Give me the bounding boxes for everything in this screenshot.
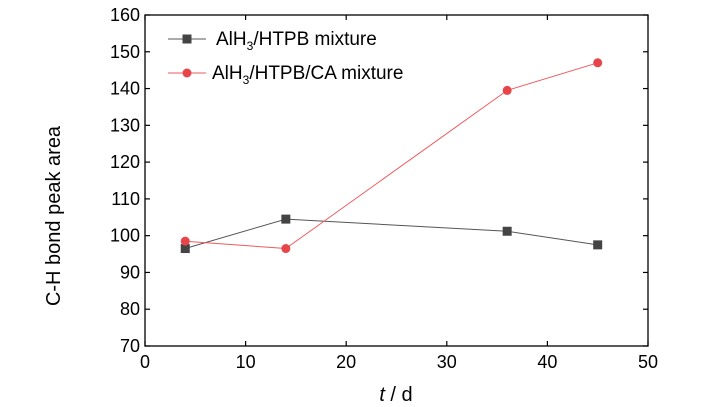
legend: AlH3/HTPB mixture AlH3/HTPB/CA mixture (168, 29, 403, 87)
y-tick-label: 140 (110, 79, 140, 99)
y-tick-label: 160 (110, 5, 140, 25)
x-tick-label: 50 (638, 352, 658, 372)
data-point-series-2 (180, 236, 190, 246)
y-tick-label: 120 (110, 152, 140, 172)
data-point-series-1 (593, 240, 603, 250)
data-point-series-1 (180, 244, 190, 254)
series-markers (180, 58, 603, 254)
data-point-series-1 (502, 226, 512, 236)
y-tick-label: 130 (110, 115, 140, 135)
plot-frame (144, 14, 649, 347)
x-tick-label: 10 (236, 352, 256, 372)
data-point-series-2 (281, 244, 291, 254)
legend-label-2: AlH3/HTPB/CA mixture (212, 63, 403, 87)
legend-marker-2 (182, 68, 192, 78)
y-tick-label: 70 (120, 336, 140, 356)
y-tick-label: 150 (110, 42, 140, 62)
plot-frame-rect (144, 14, 649, 347)
y-tick-label: 110 (111, 189, 140, 209)
y-tick-label: 80 (120, 299, 140, 319)
x-tick-label: 0 (140, 352, 150, 372)
x-tick-label: 40 (537, 352, 557, 372)
data-point-series-1 (281, 214, 291, 224)
series-line-1 (185, 218, 598, 249)
y-tick-label: 100 (110, 226, 140, 246)
x-tick-label: 30 (437, 352, 457, 372)
x-axis-ticks: 0 10 20 30 40 50 (140, 15, 658, 372)
x-tick-label: 20 (336, 352, 356, 372)
y-axis-title: C-H bond peak area (43, 125, 65, 306)
x-axis-title-unit: / d (385, 384, 413, 406)
y-axis-ticks: 70 80 90 100 110 120 130 140 150 160 (110, 5, 648, 356)
x-axis-title-variable: t (379, 384, 386, 406)
legend-label-1: AlH3/HTPB mixture (216, 29, 377, 53)
series-line-2 (185, 62, 598, 250)
x-axis-title: t / d (379, 384, 412, 406)
series-lines (185, 62, 598, 250)
data-point-series-2 (593, 58, 603, 68)
data-point-series-2 (502, 85, 512, 95)
y-tick-label: 90 (120, 262, 140, 282)
legend-marker-1 (182, 34, 192, 44)
